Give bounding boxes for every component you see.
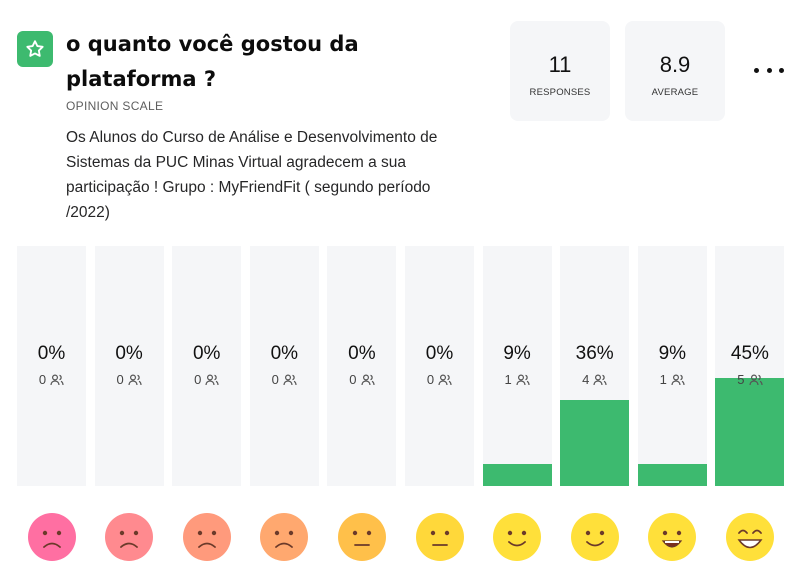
person-icon xyxy=(205,373,219,385)
person-icon xyxy=(593,373,607,385)
average-value: 8.9 xyxy=(659,52,691,77)
more-options-button[interactable] xyxy=(754,60,784,80)
bar-column-5: 0% 0 xyxy=(327,246,397,486)
person-icon xyxy=(516,373,530,385)
bar-column-9: 9% 1 xyxy=(637,246,707,486)
bar-percent-label: 9% xyxy=(503,343,531,364)
bar-column-3: 0% 0 xyxy=(172,246,242,486)
person-icon xyxy=(438,373,452,385)
question-type-label: OPINION SCALE xyxy=(66,99,164,113)
responses-count: 11 xyxy=(548,52,572,77)
slightly-unhappy-face-icon xyxy=(259,512,309,562)
person-icon xyxy=(128,373,142,385)
person-icon xyxy=(50,373,64,385)
bar-percent-label: 0% xyxy=(192,343,221,364)
question-type-star-icon xyxy=(17,31,53,67)
bar-column-10: 45% 5 xyxy=(715,246,785,486)
bar-count-label: 1 xyxy=(638,372,707,387)
question-title: o quanto você gostou da plataforma ? xyxy=(66,32,359,91)
responses-label: RESPONSES xyxy=(529,87,591,98)
average-label: AVERAGE xyxy=(651,87,699,98)
bar-column-4: 0% 0 xyxy=(249,246,319,486)
responses-stat-card: 11 RESPONSES xyxy=(510,21,610,121)
bar-count-label: 0 xyxy=(17,372,86,387)
bar-column-2: 0% 0 xyxy=(94,246,164,486)
average-stat-card: 8.9 AVERAGE xyxy=(625,21,725,121)
bar-count-label: 0 xyxy=(250,372,319,387)
bar xyxy=(715,378,785,486)
bar-count-label: 1 xyxy=(483,372,552,387)
bar xyxy=(637,464,707,486)
slightly-happy-face-icon xyxy=(492,512,542,562)
unhappy-face-icon xyxy=(182,512,232,562)
bar xyxy=(482,464,552,486)
bar-percent-label: 0% xyxy=(348,343,376,364)
grinning-face-icon xyxy=(647,512,697,562)
bar-count-label: 0 xyxy=(405,372,474,387)
question-description: Os Alunos do Curso de Análise e Desenvol… xyxy=(66,129,438,221)
bar-percent-label: 9% xyxy=(658,343,687,364)
bar xyxy=(560,399,630,486)
bar-percent-label: 45% xyxy=(730,343,769,364)
bar-count-label: 0 xyxy=(172,372,241,387)
bar-percent-label: 0% xyxy=(115,343,143,364)
bar-count-label: 5 xyxy=(715,372,784,387)
person-icon xyxy=(748,373,763,385)
person-icon xyxy=(671,373,685,385)
bar-percent-label: 36% xyxy=(575,343,614,364)
bar-count-label: 4 xyxy=(560,372,629,387)
sad-face-icon xyxy=(104,512,154,562)
bar-percent-label: 0% xyxy=(270,343,299,364)
star-icon xyxy=(26,40,44,57)
more-horizontal-icon xyxy=(754,67,759,73)
neutral-face-icon xyxy=(337,512,387,562)
laughing-face-icon xyxy=(725,512,775,562)
neutral-face-icon xyxy=(415,512,465,562)
bar-percent-label: 0% xyxy=(425,343,454,364)
bar-column-1: 0% 0 xyxy=(17,246,86,486)
very-sad-face-icon xyxy=(27,512,77,562)
person-icon xyxy=(360,373,375,385)
bar-percent-label: 0% xyxy=(37,343,66,364)
bar-column-8: 36% 4 xyxy=(560,246,630,486)
bar-count-label: 0 xyxy=(95,372,164,387)
bar-column-6: 0% 0 xyxy=(405,246,474,486)
bar-column-7: 9% 1 xyxy=(482,246,552,486)
bar-count-label: 0 xyxy=(327,372,396,387)
happy-face-icon xyxy=(570,512,620,562)
person-icon xyxy=(283,373,297,385)
